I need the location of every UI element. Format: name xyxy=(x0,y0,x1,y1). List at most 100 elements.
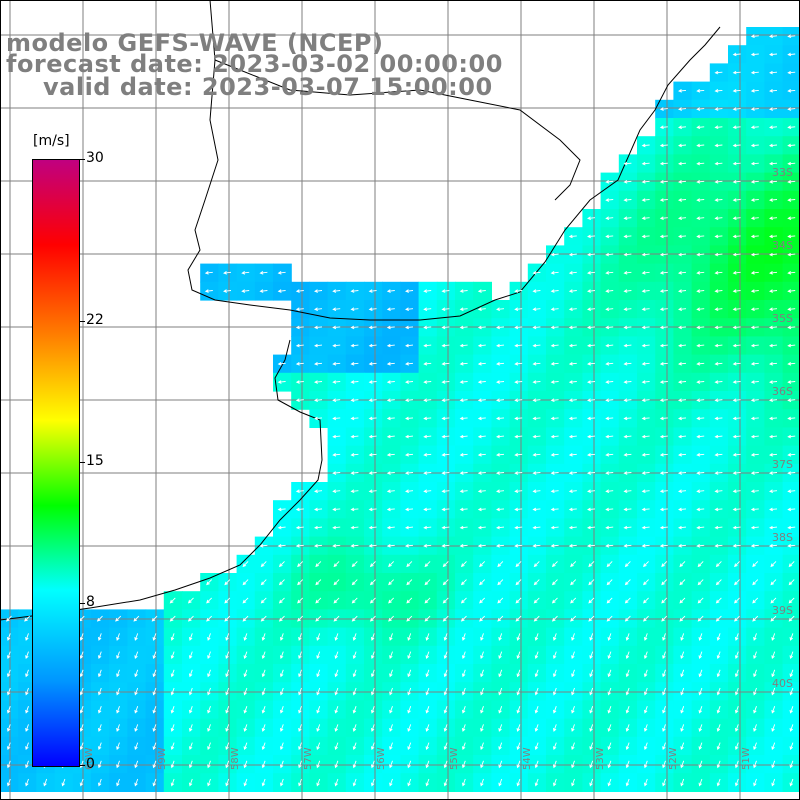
wind-arrow xyxy=(441,525,450,530)
wind-arrow xyxy=(425,651,430,660)
wind-arrow xyxy=(423,325,432,330)
wind-arrow xyxy=(662,706,666,714)
wind-speed-cell xyxy=(200,573,219,592)
wind-arrow xyxy=(334,633,339,641)
wind-arrow xyxy=(787,380,796,384)
wind-arrow xyxy=(188,687,193,696)
latitude-label: 39S xyxy=(772,604,793,617)
wind-arrow xyxy=(261,724,266,732)
wind-arrow xyxy=(532,471,541,475)
wind-arrow xyxy=(732,161,741,166)
wind-arrow xyxy=(314,507,323,512)
wind-arrow xyxy=(589,687,594,696)
wind-arrow xyxy=(316,651,321,660)
wind-arrow xyxy=(696,143,705,148)
wind-arrow xyxy=(350,289,359,293)
wind-arrow xyxy=(314,544,323,548)
wind-arrow xyxy=(551,597,558,604)
wind-arrow xyxy=(732,180,741,184)
wind-arrow xyxy=(316,778,321,787)
wind-arrow xyxy=(295,343,304,348)
wind-arrow xyxy=(550,434,559,439)
wind-arrow xyxy=(732,380,741,384)
wind-arrow xyxy=(224,579,231,586)
wind-arrow xyxy=(789,633,794,641)
wind-arrow xyxy=(750,252,759,257)
wind-arrow xyxy=(552,724,557,732)
wind-arrow xyxy=(405,434,414,439)
wind-arrow xyxy=(277,362,286,366)
wind-arrow xyxy=(188,742,193,751)
wind-arrow xyxy=(352,706,357,714)
wind-arrow xyxy=(716,724,721,732)
wind-arrow xyxy=(643,760,648,769)
wind-arrow xyxy=(769,252,778,257)
latitude-label: 40S xyxy=(772,677,793,690)
wind-arrow xyxy=(496,362,505,366)
wind-arrow xyxy=(732,453,741,457)
wind-arrow xyxy=(680,669,685,678)
wind-arrow xyxy=(496,325,505,330)
wind-arrow xyxy=(332,398,341,403)
wind-arrow xyxy=(187,597,194,604)
wind-arrow xyxy=(552,760,557,769)
wind-arrow xyxy=(732,489,741,494)
wind-arrow xyxy=(769,434,778,439)
wind-arrow xyxy=(298,760,302,769)
wind-arrow xyxy=(350,362,359,366)
wind-arrow xyxy=(771,651,776,660)
wind-arrow xyxy=(480,633,484,641)
wind-arrow xyxy=(533,597,540,604)
wind-arrow xyxy=(424,561,431,568)
wind-arrow xyxy=(678,416,687,421)
wind-arrow xyxy=(732,471,741,475)
wind-arrow xyxy=(279,669,284,678)
wind-arrow xyxy=(405,525,414,530)
wind-arrow xyxy=(152,778,157,787)
wind-arrow xyxy=(769,52,778,57)
wind-arrow xyxy=(389,651,393,660)
wind-arrow xyxy=(624,579,631,586)
wind-arrow xyxy=(425,778,430,787)
wind-arrow xyxy=(459,325,468,330)
coastline xyxy=(0,0,721,621)
wind-arrow xyxy=(787,252,796,257)
wind-arrow xyxy=(6,760,11,769)
wind-arrow xyxy=(332,380,341,384)
wind-arrow xyxy=(568,489,577,494)
wind-arrow xyxy=(643,778,648,787)
wind-arrow xyxy=(443,633,448,641)
longitude-label: 52W xyxy=(668,747,679,770)
wind-arrow xyxy=(732,398,741,403)
wind-arrow xyxy=(514,325,523,330)
wind-arrow xyxy=(460,615,467,622)
wind-arrow xyxy=(116,760,120,769)
wind-arrow xyxy=(568,416,577,421)
wind-arrow xyxy=(514,380,523,384)
wind-arrow xyxy=(732,198,741,202)
wind-arrow xyxy=(514,525,523,530)
wind-arrow xyxy=(79,687,84,696)
wind-arrow xyxy=(243,742,248,751)
wind-arrow xyxy=(152,760,157,769)
wind-arrow xyxy=(480,706,484,714)
wind-arrow xyxy=(623,252,632,257)
wind-arrow xyxy=(662,633,666,641)
wind-arrow xyxy=(550,525,559,530)
wind-arrow xyxy=(370,742,375,751)
wind-arrow xyxy=(388,561,395,568)
wind-arrow xyxy=(551,579,558,586)
wind-arrow xyxy=(607,669,612,678)
wind-arrow xyxy=(461,687,466,696)
wind-arrow xyxy=(550,362,559,366)
colorbar-tick-mark xyxy=(79,603,85,605)
wind-arrow xyxy=(516,687,521,696)
wind-arrow xyxy=(497,597,504,604)
wind-arrow xyxy=(605,198,614,202)
wind-arrow xyxy=(715,561,722,568)
wind-arrow xyxy=(623,525,632,530)
coastline-south xyxy=(0,339,323,621)
wind-arrow xyxy=(477,343,486,348)
wind-arrow xyxy=(170,669,175,678)
